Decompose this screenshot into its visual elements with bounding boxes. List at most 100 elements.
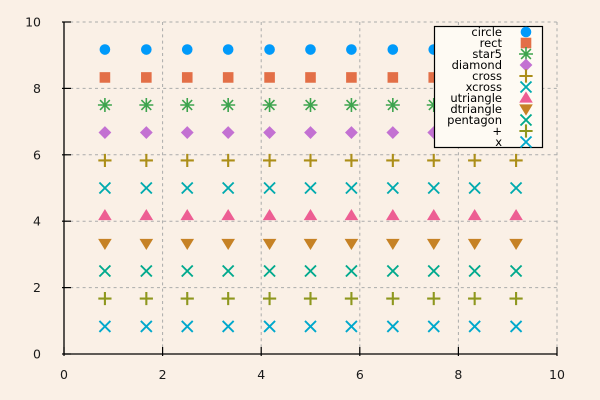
cross-marker-glyph bbox=[221, 153, 235, 168]
marker-diamond-3 bbox=[221, 126, 235, 139]
diamond-marker-glyph bbox=[139, 126, 153, 139]
dtriangle-marker-glyph bbox=[386, 238, 400, 251]
marker-+-3 bbox=[221, 291, 235, 306]
series-x bbox=[98, 320, 523, 333]
marker-pentagon-2 bbox=[181, 264, 194, 278]
marker-cross-7 bbox=[386, 153, 400, 168]
marker-x-1 bbox=[140, 320, 153, 333]
circle-marker-glyph bbox=[346, 44, 357, 55]
xcross-marker-glyph bbox=[386, 320, 400, 333]
cross-marker-glyph bbox=[303, 291, 318, 306]
dtriangle-marker-glyph bbox=[344, 238, 359, 251]
dtriangle-marker-glyph bbox=[221, 238, 235, 251]
marker-dtriangle-9 bbox=[467, 238, 482, 251]
marker-cross-8 bbox=[427, 153, 441, 168]
star5-marker-glyph bbox=[221, 98, 236, 112]
marker-utriangle-7 bbox=[386, 208, 400, 221]
marker-dtriangle-2 bbox=[180, 238, 195, 251]
series-+ bbox=[98, 291, 523, 306]
diamond-marker-glyph bbox=[98, 126, 112, 139]
utriangle-marker-glyph bbox=[344, 208, 359, 221]
cross-marker-glyph bbox=[344, 153, 359, 168]
marker-utriangle-9 bbox=[467, 208, 482, 221]
marker-utriangle-6 bbox=[344, 208, 359, 221]
marker-rect-4 bbox=[264, 72, 275, 83]
x-tick-label-10: 10 bbox=[549, 367, 565, 382]
cross-marker-glyph bbox=[427, 153, 441, 168]
marker-cross-9 bbox=[468, 153, 482, 168]
star5-marker-glyph bbox=[97, 98, 112, 112]
marker-circle-1 bbox=[141, 44, 152, 55]
xcross-marker-glyph bbox=[263, 320, 276, 333]
star5-marker-glyph bbox=[303, 98, 318, 112]
legend-marker-rect-icon bbox=[520, 37, 532, 49]
marker-cross-4 bbox=[262, 153, 277, 168]
cross-marker-glyph bbox=[303, 153, 318, 168]
xcross-marker-glyph bbox=[181, 181, 194, 195]
legend-entry-x: x bbox=[495, 135, 533, 149]
x-tick-label-4: 4 bbox=[257, 367, 265, 382]
cross-marker-glyph bbox=[262, 153, 277, 168]
legend-label-utriangle: utriangle bbox=[450, 91, 502, 105]
marker-xcross-3 bbox=[221, 181, 235, 195]
diamond-marker-glyph bbox=[304, 126, 317, 139]
marker-cross-10 bbox=[509, 153, 523, 168]
marker-circle-2 bbox=[181, 44, 193, 55]
star5-marker-glyph bbox=[139, 98, 154, 112]
x-tick-label-6: 6 bbox=[356, 367, 364, 382]
marker-x-10 bbox=[509, 320, 523, 333]
legend-entry-rect: rect bbox=[480, 36, 532, 50]
marker-x-0 bbox=[98, 320, 112, 333]
diamond-marker-glyph bbox=[345, 126, 358, 139]
xcross-marker-glyph bbox=[140, 264, 153, 278]
utriangle-marker-glyph bbox=[467, 208, 482, 221]
dtriangle-marker-glyph bbox=[467, 238, 482, 251]
marker-+-4 bbox=[262, 291, 277, 306]
marker-x-4 bbox=[263, 320, 276, 333]
xcross-marker-glyph bbox=[386, 181, 400, 195]
cross-marker-glyph bbox=[180, 153, 194, 168]
marker-dtriangle-6 bbox=[344, 238, 359, 251]
marker-pentagon-7 bbox=[386, 264, 400, 278]
series-xcross bbox=[98, 181, 523, 195]
cross-marker-glyph bbox=[509, 153, 523, 168]
series-utriangle bbox=[98, 208, 523, 221]
dtriangle-marker-glyph bbox=[98, 238, 112, 251]
utriangle-marker-glyph bbox=[98, 208, 112, 221]
marker-star5-7 bbox=[385, 98, 400, 112]
marker-star5-3 bbox=[221, 98, 236, 112]
cross-marker-glyph bbox=[386, 153, 400, 168]
marker-circle-4 bbox=[264, 44, 275, 55]
marker-xcross-8 bbox=[427, 181, 440, 195]
legend-label-star5: star5 bbox=[472, 47, 502, 61]
marker-dtriangle-5 bbox=[303, 238, 318, 251]
xcross-marker-glyph bbox=[468, 264, 481, 278]
marker-xcross-5 bbox=[304, 181, 317, 195]
dtriangle-marker-glyph bbox=[519, 104, 533, 116]
xcross-marker-glyph bbox=[468, 320, 481, 333]
marker-rect-3 bbox=[222, 72, 234, 83]
marker-dtriangle-0 bbox=[98, 238, 112, 251]
xcross-marker-glyph bbox=[427, 320, 440, 333]
cross-marker-glyph bbox=[180, 291, 194, 306]
series-cross bbox=[98, 153, 523, 168]
marker-pentagon-9 bbox=[468, 264, 481, 278]
marker-cross-2 bbox=[180, 153, 194, 168]
star5-marker-glyph bbox=[426, 98, 441, 112]
legend: circlerectstar5diamondcrossxcrossutriang… bbox=[433, 25, 544, 149]
cross-marker-glyph bbox=[98, 153, 112, 168]
cross-marker-glyph bbox=[519, 124, 533, 138]
cross-marker-glyph bbox=[509, 291, 523, 306]
series-pentagon bbox=[98, 264, 523, 278]
diamond-marker-glyph bbox=[221, 126, 235, 139]
circle-marker-glyph bbox=[305, 44, 316, 55]
y-tick-labels: 0 2 4 6 8 10 bbox=[25, 15, 41, 362]
x-tick-labels: 0 2 4 6 8 10 bbox=[60, 367, 565, 382]
utriangle-marker-glyph bbox=[262, 208, 277, 221]
xcross-marker-glyph bbox=[519, 80, 533, 94]
marker-circle-0 bbox=[99, 44, 111, 55]
x-tick-label-2: 2 bbox=[159, 367, 167, 382]
cross-marker-glyph bbox=[344, 291, 359, 306]
marker-x-8 bbox=[427, 320, 440, 333]
xcross-marker-glyph bbox=[427, 264, 440, 278]
